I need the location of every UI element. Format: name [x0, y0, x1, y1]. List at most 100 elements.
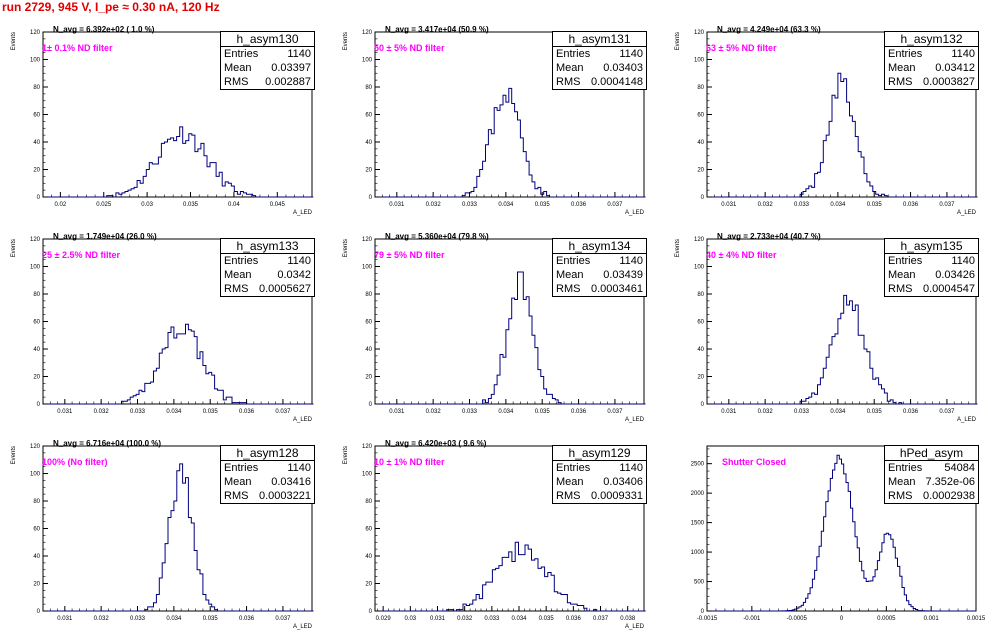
stat-row-rms: RMS 0.0005627 [221, 282, 314, 296]
histogram-pad: 0 500 1000 1500 2000 2500 -0.0015 -0.001 -0.0005… [664, 429, 996, 636]
y-tick-label: 80 [365, 292, 372, 298]
histogram-line [43, 323, 314, 405]
y-tick-label: 20 [33, 375, 40, 381]
stat-label: Mean [556, 62, 584, 74]
x-tick-label: 0.037 [939, 202, 955, 208]
x-tick-label: 0.032 [94, 616, 110, 622]
x-tick-label: 0.035 [867, 409, 883, 415]
y-tick-label: 100 [30, 58, 41, 64]
y-tick-label: 40 [33, 347, 40, 353]
y-tick-label: 80 [365, 499, 372, 505]
y-tick-label: 0 [701, 195, 705, 201]
x-tick-label: 0.037 [593, 616, 609, 622]
stat-row-rms: RMS 0.0003827 [885, 75, 978, 89]
stat-label: Entries [224, 48, 259, 60]
y-tick-label: 120 [30, 237, 41, 243]
stat-label: RMS [224, 283, 249, 295]
histogram-plot: 0 20 40 60 80 100 120 0.031 0.032 0.033 0.034 0.035… [11, 444, 314, 630]
stat-row-mean: Mean 0.0342 [221, 268, 314, 282]
y-tick-label: 0 [701, 402, 705, 408]
x-tick-label: 0.034 [498, 202, 514, 208]
x-tick-label: -0.001 [743, 616, 761, 622]
x-tick-label: 0.031 [389, 202, 405, 208]
stat-row-entries: Entries 1140 [885, 47, 978, 61]
x-tick-label: 0.001 [924, 616, 940, 622]
stats-box: h_asym130 Entries 1140 Mean 0.03397 RMS 0.0028… [220, 31, 315, 90]
y-tick-label: 60 [33, 113, 40, 119]
x-tick-label: 0.04 [228, 202, 240, 208]
x-axis-label: A_LED [625, 624, 645, 630]
stat-row-entries: Entries 1140 [885, 254, 978, 268]
x-tick-label: 0.036 [566, 616, 582, 622]
histogram-pad: 0 20 40 60 80 100 120 0.031 0.032 0.033 0.034 0.035… [664, 15, 996, 222]
histogram-name: h_asym129 [553, 446, 646, 461]
x-tick-label: 0.035 [183, 202, 199, 208]
stat-label: RMS [888, 490, 913, 502]
histogram-line [707, 454, 976, 612]
stat-value: 1140 [619, 48, 643, 60]
navg-label: N_avg = 3.417e+04 (50.9 %) [385, 25, 489, 34]
stat-label: Mean [224, 62, 252, 74]
x-tick-label: -0.0015 [697, 616, 718, 622]
x-tick-label: 0.037 [275, 616, 291, 622]
x-tick-label: 0.034 [166, 616, 182, 622]
x-tick-label: -0.0005 [786, 616, 807, 622]
x-tick-label: 0.033 [794, 409, 810, 415]
stat-value: 0.03426 [935, 269, 975, 281]
x-tick-label: 0.045 [270, 202, 286, 208]
y-axis-label: Events [675, 32, 681, 50]
histogram-name: h_asym130 [221, 32, 314, 47]
y-tick-label: 0 [37, 195, 41, 201]
x-tick-label: 0.031 [721, 409, 737, 415]
stat-label: RMS [556, 76, 581, 88]
stat-row-entries: Entries 1140 [553, 461, 646, 475]
x-tick-label: 0 [840, 616, 844, 622]
stat-row-mean: Mean 0.03406 [553, 475, 646, 489]
histogram-plot: 0 20 40 60 80 100 120 0.031 0.032 0.033 0.034 0.035… [675, 30, 978, 216]
x-tick-label: 0.032 [426, 202, 442, 208]
x-tick-label: 0.031 [389, 409, 405, 415]
x-tick-label: 0.031 [430, 616, 446, 622]
histogram-pad: 0 20 40 60 80 100 120 0.029 0.03 0.031 0.032 0.033 0… [332, 429, 664, 636]
stat-value: 7.352e-06 [925, 476, 975, 488]
x-tick-label: 0.034 [498, 409, 514, 415]
histogram-plot: 0 500 1000 1500 2000 2500 -0.0015 -0.001 -0.0005… [691, 445, 986, 622]
stat-label: RMS [224, 76, 249, 88]
stat-value: 1140 [619, 255, 643, 267]
x-tick-label: 0.03 [404, 616, 416, 622]
run-title: run 2729, 945 V, I_pe ≈ 0.30 nA, 120 Hz [2, 0, 220, 14]
x-tick-label: 0.037 [607, 202, 623, 208]
stat-row-mean: Mean 0.03397 [221, 61, 314, 75]
histogram-name: h_asym128 [221, 446, 314, 461]
stat-value: 1140 [287, 48, 311, 60]
x-tick-label: 0.032 [426, 409, 442, 415]
y-tick-label: 80 [33, 85, 40, 91]
x-tick-label: 0.035 [203, 409, 219, 415]
x-tick-label: 0.031 [57, 616, 73, 622]
histogram-plot: 0 20 40 60 80 100 120 0.02 0.025 0.03 0.035 0.04 0.0… [11, 30, 314, 216]
navg-label: N_avg = 6.716e+04 (100.0 %) [53, 439, 162, 448]
x-tick-label: 0.036 [903, 409, 919, 415]
stat-row-entries: Entries 54084 [885, 461, 978, 475]
stat-value: 0.03406 [603, 476, 643, 488]
stat-label: RMS [556, 283, 581, 295]
x-tick-label: 0.036 [571, 202, 587, 208]
x-tick-label: 0.031 [721, 202, 737, 208]
y-tick-label: 80 [697, 85, 704, 91]
stat-row-rms: RMS 0.0003461 [553, 282, 646, 296]
y-tick-label: 1500 [691, 521, 705, 527]
stat-label: Entries [888, 255, 923, 267]
y-tick-label: 120 [362, 444, 373, 450]
stats-box: h_asym129 Entries 1140 Mean 0.03406 RMS 0.0009… [552, 445, 647, 504]
y-tick-label: 100 [362, 472, 373, 478]
x-axis-label: A_LED [625, 417, 645, 423]
stats-box: h_asym131 Entries 1140 Mean 0.03403 RMS 0.0004… [552, 31, 647, 90]
y-tick-label: 60 [33, 527, 40, 533]
y-tick-label: 120 [362, 237, 373, 243]
x-tick-label: 0.036 [239, 616, 255, 622]
stat-row-rms: RMS 0.0003221 [221, 489, 314, 503]
y-tick-label: 100 [30, 265, 41, 271]
x-tick-label: 0.035 [203, 616, 219, 622]
x-axis-label: A_LED [957, 210, 977, 216]
stat-value: 0.0342 [277, 269, 311, 281]
